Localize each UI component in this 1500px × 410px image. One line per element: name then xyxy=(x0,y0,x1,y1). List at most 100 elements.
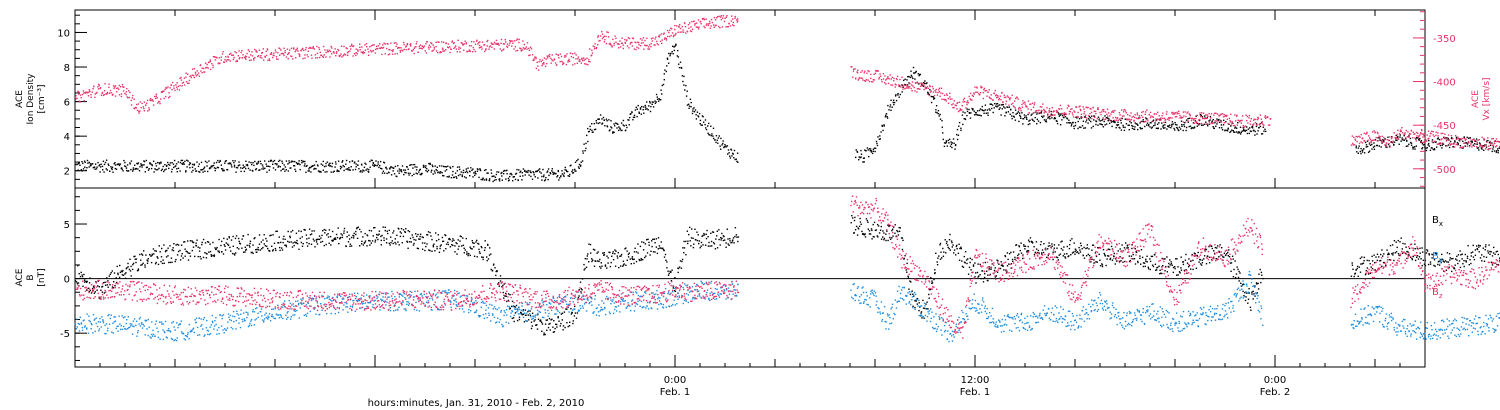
data-point xyxy=(1267,124,1270,126)
data-point xyxy=(423,45,426,47)
data-point xyxy=(606,267,608,269)
data-point xyxy=(1214,120,1216,122)
data-point xyxy=(673,49,676,52)
data-point xyxy=(921,82,924,85)
data-point xyxy=(485,48,487,50)
data-point xyxy=(167,255,169,257)
data-point xyxy=(603,252,605,254)
data-point xyxy=(720,137,722,140)
data-point xyxy=(1417,136,1420,138)
data-point xyxy=(901,91,903,93)
data-point xyxy=(183,163,185,165)
data-point xyxy=(1403,139,1405,141)
data-point xyxy=(1013,106,1015,108)
data-point xyxy=(236,59,238,62)
data-point xyxy=(648,48,650,50)
data-point xyxy=(1450,137,1453,140)
data-point xyxy=(653,44,655,46)
data-point xyxy=(453,239,455,242)
data-point xyxy=(462,237,464,239)
data-point xyxy=(1044,111,1046,113)
data-point xyxy=(469,246,471,248)
data-point xyxy=(173,87,175,89)
data-point xyxy=(714,19,717,21)
data-point xyxy=(561,312,564,314)
data-point xyxy=(479,168,481,170)
data-point xyxy=(646,252,649,254)
data-point xyxy=(534,176,536,178)
data-point xyxy=(601,30,603,33)
data-point xyxy=(1104,115,1106,117)
data-point xyxy=(1179,114,1181,117)
data-point xyxy=(266,49,269,51)
data-point xyxy=(291,55,293,58)
data-point xyxy=(622,47,624,50)
data-point xyxy=(646,37,648,40)
data-point xyxy=(109,89,112,92)
data-point xyxy=(572,322,574,325)
data-point xyxy=(639,38,642,40)
data-point xyxy=(169,261,172,264)
data-point xyxy=(98,165,100,167)
data-point xyxy=(298,230,300,232)
data-point xyxy=(494,176,497,178)
data-point xyxy=(409,172,411,175)
data-point xyxy=(151,253,154,255)
data-point xyxy=(1008,97,1011,100)
data-point xyxy=(1379,138,1381,140)
data-point xyxy=(1456,141,1459,144)
data-point xyxy=(1049,118,1051,120)
data-point xyxy=(543,63,545,65)
data-point xyxy=(979,114,981,116)
data-point xyxy=(677,271,679,274)
data-point xyxy=(1219,119,1221,121)
data-point xyxy=(873,79,875,81)
data-point xyxy=(216,56,218,59)
data-point xyxy=(588,243,590,245)
data-point xyxy=(649,100,651,103)
data-point xyxy=(330,171,332,173)
data-point xyxy=(1403,135,1405,137)
data-point xyxy=(1124,108,1126,111)
data-point xyxy=(189,252,191,254)
data-point xyxy=(348,238,351,240)
data-point xyxy=(982,91,985,94)
data-point xyxy=(175,244,177,246)
data-point xyxy=(465,237,467,240)
data-point xyxy=(663,256,666,258)
data-point xyxy=(521,172,523,174)
data-point xyxy=(204,242,207,244)
data-point xyxy=(949,98,951,100)
data-point xyxy=(674,28,676,31)
data-point xyxy=(888,109,890,111)
data-point xyxy=(570,308,572,310)
data-point xyxy=(111,168,113,171)
data-point xyxy=(451,41,453,43)
data-point xyxy=(1171,111,1174,114)
data-point xyxy=(290,167,292,169)
data-point xyxy=(181,163,184,165)
data-point xyxy=(668,52,670,55)
data-point xyxy=(1427,130,1430,132)
data-point xyxy=(122,86,124,88)
data-point xyxy=(1083,113,1085,115)
data-point xyxy=(953,106,955,109)
data-point xyxy=(644,106,647,108)
data-point xyxy=(170,84,172,86)
data-point xyxy=(1461,146,1463,148)
data-point xyxy=(671,28,673,30)
data-point xyxy=(1007,96,1009,98)
data-point xyxy=(491,269,494,272)
data-point xyxy=(877,70,879,72)
data-point xyxy=(229,60,231,62)
data-point xyxy=(166,164,168,167)
data-point xyxy=(1090,127,1093,129)
data-point xyxy=(495,270,497,273)
data-point xyxy=(1040,111,1043,113)
data-point xyxy=(557,169,559,172)
data-point xyxy=(411,50,413,52)
data-point xyxy=(876,144,879,147)
data-point xyxy=(572,53,574,55)
data-point xyxy=(396,53,399,55)
data-point xyxy=(1027,113,1029,116)
